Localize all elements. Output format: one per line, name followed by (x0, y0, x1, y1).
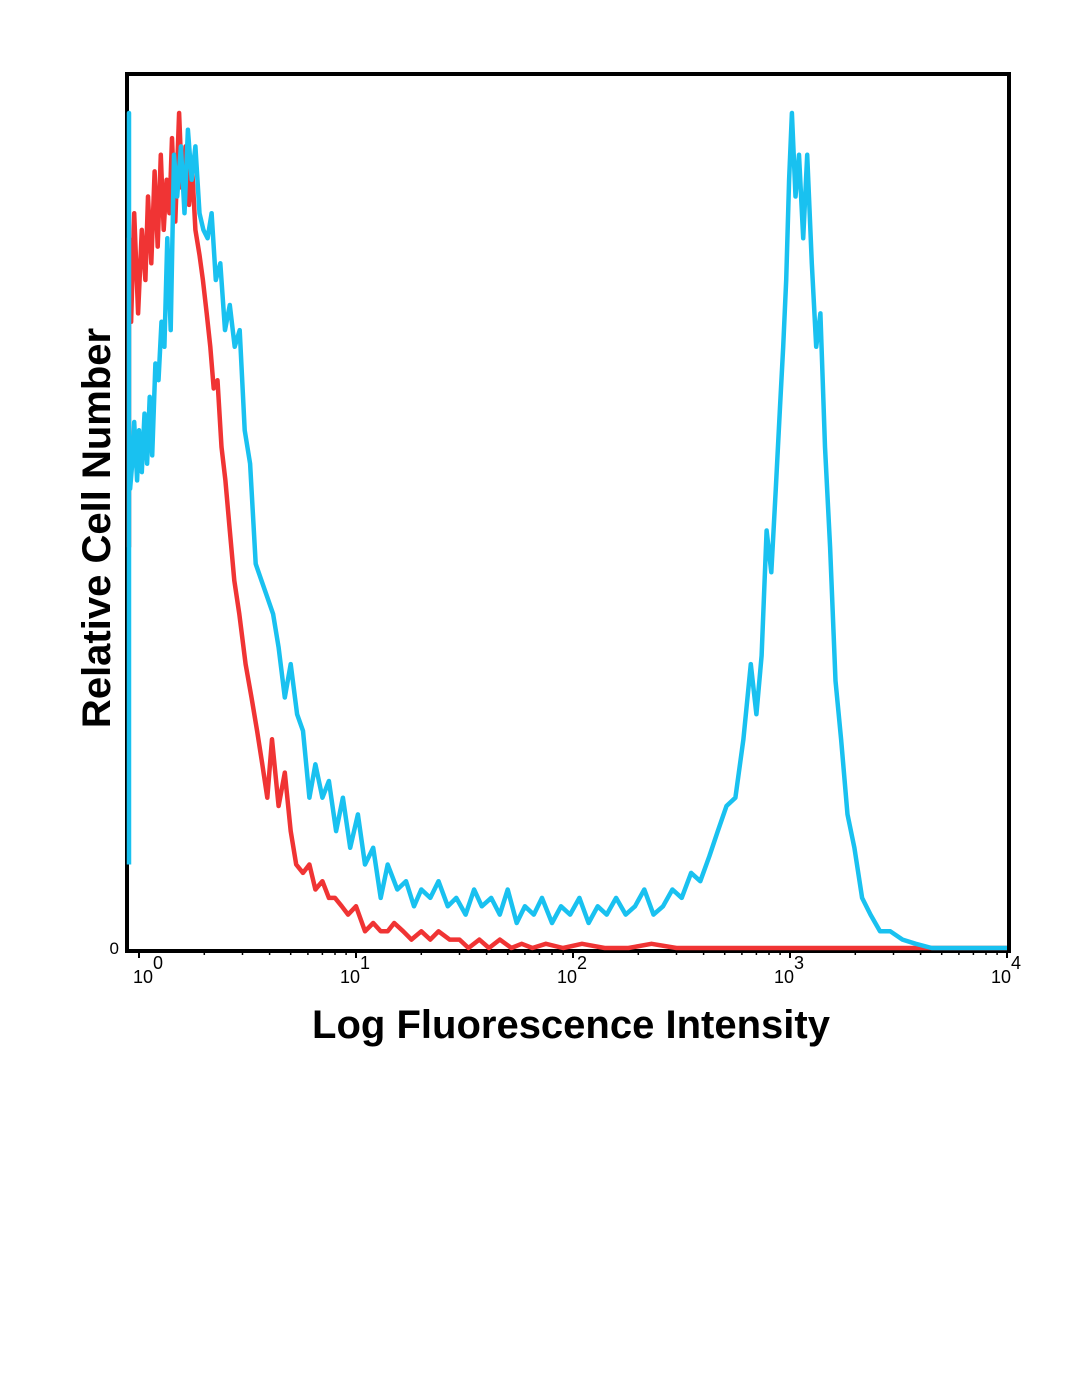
x-tick-label: 100 (133, 953, 163, 987)
series-line-stained-sample (126, 110, 1007, 951)
y-tick-label: 0 (110, 939, 119, 958)
series-layer (126, 110, 1007, 951)
y-axis-title: Relative Cell Number (75, 328, 119, 728)
x-tick-label: 102 (557, 953, 587, 987)
x-tick-base: 10 (340, 967, 360, 987)
x-axis-title: Log Fluorescence Intensity (312, 1003, 831, 1047)
x-tick-label: 104 (991, 953, 1021, 987)
y-axis-ticks: 0 (110, 939, 119, 958)
x-tick-base: 10 (133, 967, 153, 987)
x-tick-label: 101 (340, 953, 370, 987)
x-tick-exponent: 1 (360, 953, 370, 973)
x-tick-exponent: 4 (1011, 953, 1021, 973)
x-tick-label: 103 (774, 953, 804, 987)
x-tick-exponent: 0 (153, 953, 163, 973)
x-tick-base: 10 (991, 967, 1011, 987)
x-tick-base: 10 (557, 967, 577, 987)
series-line-isotype-control (126, 110, 1007, 951)
x-tick-exponent: 3 (794, 953, 804, 973)
x-tick-base: 10 (774, 967, 794, 987)
x-tick-exponent: 2 (577, 953, 587, 973)
